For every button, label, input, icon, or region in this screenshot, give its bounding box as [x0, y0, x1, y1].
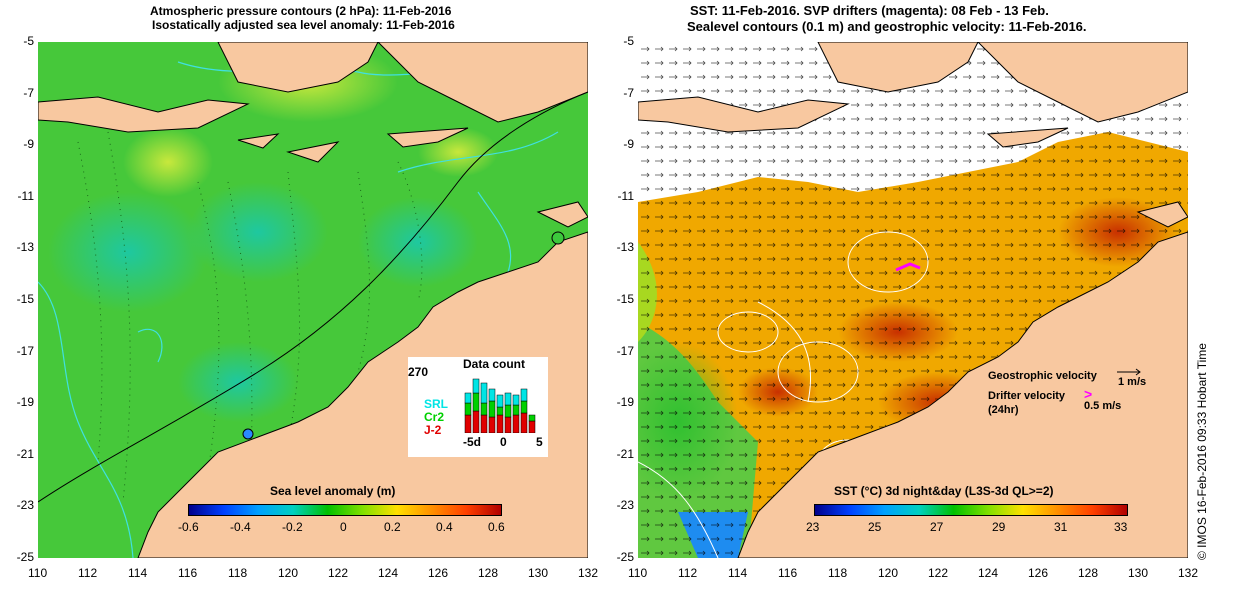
right-title-line1: SST: 11-Feb-2016. SVP drifters (magenta)…: [690, 3, 1049, 18]
left-x-tick: 116: [178, 566, 198, 580]
data-count-x-right: 5: [536, 435, 543, 449]
left-title-line1: Atmospheric pressure contours (2 hPa): 1…: [150, 4, 452, 18]
right-x-tick: 128: [1078, 566, 1099, 580]
data-count-x-left: -5d: [463, 435, 481, 449]
right-x-tick: 116: [778, 566, 798, 580]
data-count-ymax: 270: [408, 365, 429, 379]
left-x-tick: 132: [578, 566, 599, 580]
sla-colorbar-tick: -0.2: [282, 520, 303, 534]
series-label-j2: J-2: [424, 423, 442, 437]
left-x-tick: 130: [528, 566, 549, 580]
left-y-tick: -13: [16, 240, 34, 255]
sea-level-anomaly-field: [38, 42, 588, 558]
right-x-tick: 120: [878, 566, 899, 580]
sst-colorbar-tick: 27: [930, 520, 944, 534]
sla-colorbar-tick: 0.4: [436, 520, 453, 534]
left-x-tick: 128: [478, 566, 499, 580]
sst-colorbar-tick: 29: [992, 520, 1006, 534]
left-x-tick: 120: [278, 566, 299, 580]
right-x-tick: 126: [1028, 566, 1049, 580]
sst-colorbar-tick: 31: [1054, 520, 1068, 534]
left-y-tick: -25: [16, 550, 34, 564]
left-y-tick: -17: [16, 343, 34, 358]
sst-field: [638, 42, 1188, 558]
right-y-tick: -19: [616, 395, 634, 410]
left-y-tick: -19: [16, 395, 34, 410]
right-y-tick: -17: [616, 343, 634, 358]
left-y-tick: -9: [23, 137, 34, 152]
left-y-tick: -5: [23, 34, 34, 48]
left-y-tick: -7: [23, 85, 34, 100]
data-count-x-mid: 0: [500, 435, 507, 449]
left-x-tick: 126: [428, 566, 449, 580]
right-y-tick: -23: [616, 498, 634, 513]
right-x-tick: 124: [978, 566, 999, 580]
geo-velocity-arrow: [1117, 368, 1141, 376]
sla-colorbar-tick: -0.4: [230, 520, 251, 534]
sla-colorbar-title: Sea level anomaly (m): [270, 484, 396, 498]
drifter-velocity-label: Drifter velocity: [988, 390, 1066, 402]
drifter-velocity-symbol: >: [1084, 386, 1093, 402]
right-x-tick: 110: [628, 566, 648, 580]
data-count-bars: [464, 378, 536, 433]
data-count-inset: Data count 270 SRL Cr2 J-2 -5d 0 5: [408, 357, 548, 457]
left-x-tick: 124: [378, 566, 399, 580]
sst-colorbar-tick: 23: [806, 520, 820, 534]
right-y-tick: -15: [616, 292, 634, 306]
right-y-tick: -5: [623, 34, 634, 48]
sst-colorbar-title: SST (°C) 3d night&day (L3S-3d QL>=2): [834, 484, 1054, 498]
right-y-tick: -9: [623, 137, 634, 152]
drifter-velocity-scale: 0.5 m/s: [1084, 400, 1122, 412]
sla-colorbar-tick: 0.2: [384, 520, 401, 534]
left-y-tick: -21: [16, 446, 34, 461]
right-y-tick: -21: [616, 446, 634, 461]
left-x-tick: 122: [328, 566, 349, 580]
right-x-tick: 130: [1128, 566, 1149, 580]
sla-colorbar-tick: -0.6: [178, 520, 199, 534]
data-count-title: Data count: [463, 357, 526, 371]
right-y-tick: -25: [616, 550, 634, 564]
right-x-tick: 118: [828, 566, 848, 580]
geo-velocity-label: Geostrophic velocity: [988, 370, 1097, 382]
series-label-cr2: Cr2: [424, 410, 445, 424]
sst-map[interactable]: Geostrophic velocity 1 m/s Drifter veloc…: [638, 42, 1188, 558]
drifter-track: [895, 262, 921, 272]
right-x-tick: 122: [928, 566, 949, 580]
left-x-tick: 112: [78, 566, 98, 580]
sla-colorbar: [188, 504, 502, 516]
sst-colorbar-tick: 25: [868, 520, 882, 534]
sst-colorbar: [814, 504, 1128, 516]
left-y-tick: -11: [17, 188, 34, 203]
right-x-tick: 112: [678, 566, 698, 580]
drifter-velocity-sub: (24hr): [988, 404, 1019, 416]
left-x-tick: 114: [128, 566, 148, 580]
right-y-tick: -13: [616, 240, 634, 255]
right-x-tick: 132: [1178, 566, 1199, 580]
left-title-line2: Isostatically adjusted sea level anomaly…: [152, 18, 455, 32]
right-title-line2: Sealevel contours (0.1 m) and geostrophi…: [687, 19, 1087, 34]
right-y-tick: -11: [617, 188, 634, 203]
right-x-tick: 114: [728, 566, 748, 580]
series-label-srl: SRL: [424, 397, 448, 411]
right-y-tick: -7: [623, 85, 634, 100]
left-x-tick: 110: [28, 566, 48, 580]
sea-level-anomaly-map[interactable]: Data count 270 SRL Cr2 J-2 -5d 0 5 Sea l…: [38, 42, 588, 558]
left-y-tick: -15: [16, 292, 34, 306]
credit-label: © IMOS 16-Feb-2016 09:33 Hobart Time: [1195, 343, 1209, 560]
left-x-tick: 118: [228, 566, 248, 580]
sla-colorbar-tick: 0.6: [488, 520, 505, 534]
left-y-tick: -23: [16, 498, 34, 513]
sla-colorbar-tick: 0: [340, 520, 347, 534]
geo-velocity-scale: 1 m/s: [1118, 376, 1147, 388]
sst-colorbar-tick: 33: [1114, 520, 1128, 534]
